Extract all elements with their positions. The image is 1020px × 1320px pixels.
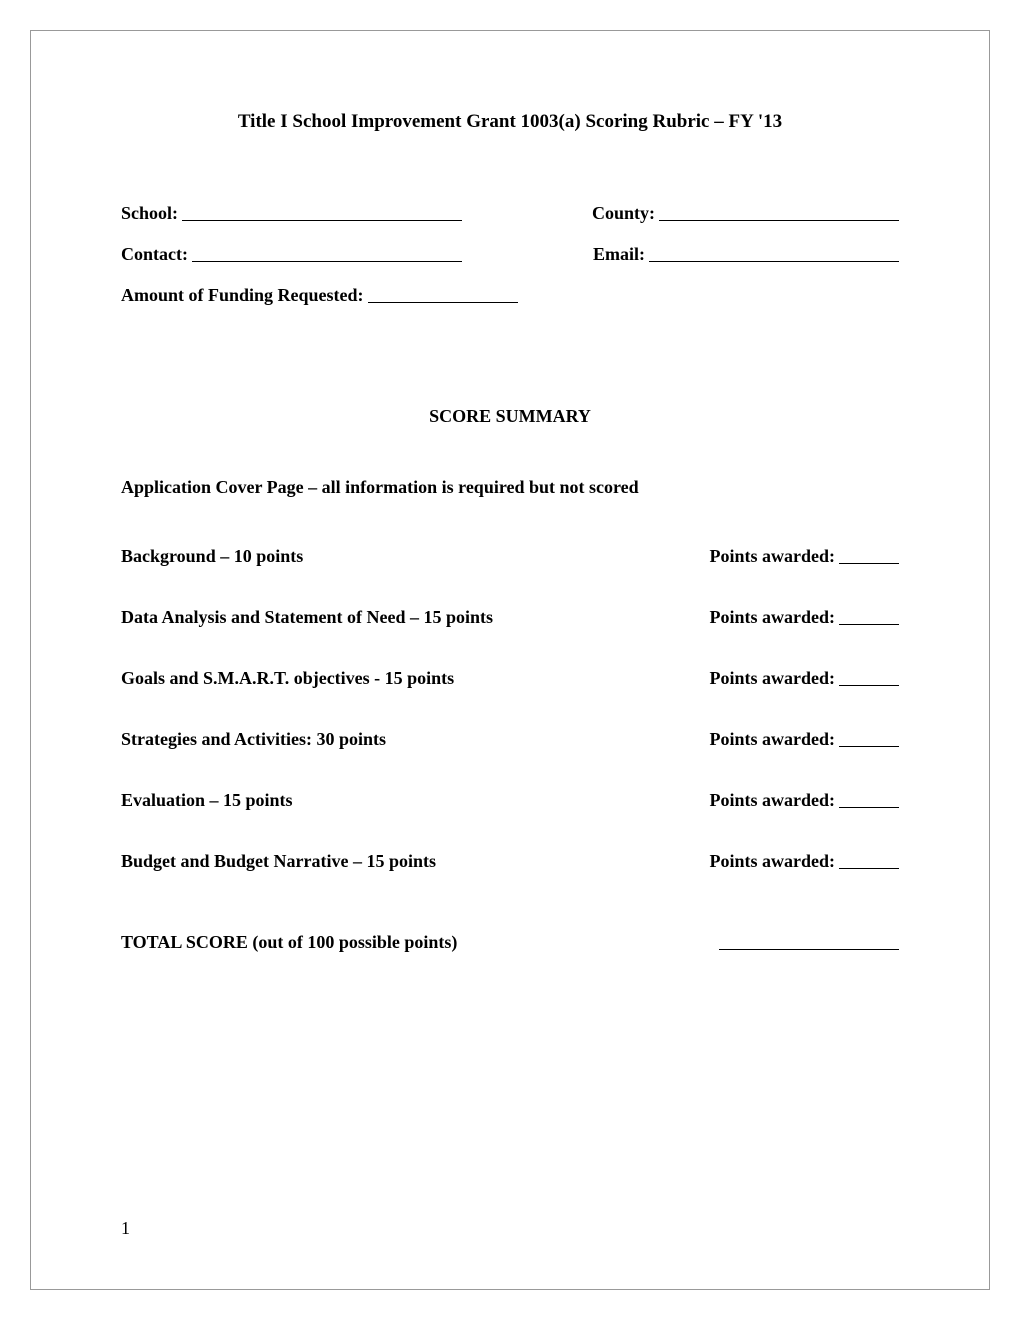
email-field: Email: (593, 244, 899, 265)
score-row: Data Analysis and Statement of Need – 15… (121, 607, 899, 628)
form-row-3: Amount of Funding Requested: (121, 285, 899, 306)
contact-blank[interactable] (192, 261, 462, 262)
points-blank[interactable] (839, 807, 899, 808)
school-blank[interactable] (182, 220, 462, 221)
score-item-label: Strategies and Activities: 30 points (121, 729, 710, 750)
points-awarded-label: Points awarded: (710, 546, 836, 567)
points-awarded-field: Points awarded: (710, 546, 900, 567)
score-item-label: Background – 10 points (121, 546, 710, 567)
score-row: Background – 10 points Points awarded: (121, 546, 899, 567)
funding-label: Amount of Funding Requested: (121, 285, 364, 306)
points-blank[interactable] (839, 868, 899, 869)
points-blank[interactable] (839, 624, 899, 625)
points-blank[interactable] (839, 563, 899, 564)
points-blank[interactable] (839, 685, 899, 686)
contact-field: Contact: (121, 244, 462, 265)
school-label: School: (121, 203, 178, 224)
total-score-row: TOTAL SCORE (out of 100 possible points) (121, 932, 899, 953)
points-awarded-label: Points awarded: (710, 607, 836, 628)
total-blank[interactable] (719, 949, 899, 950)
form-row-1: School: County: (121, 203, 899, 224)
score-item-label: Evaluation – 15 points (121, 790, 710, 811)
points-awarded-label: Points awarded: (710, 790, 836, 811)
points-awarded-label: Points awarded: (710, 851, 836, 872)
page-number: 1 (121, 1218, 130, 1239)
county-field: County: (592, 203, 899, 224)
county-label: County: (592, 203, 655, 224)
score-item-label: Data Analysis and Statement of Need – 15… (121, 607, 710, 628)
email-label: Email: (593, 244, 645, 265)
points-awarded-field: Points awarded: (710, 851, 900, 872)
total-score-label: TOTAL SCORE (out of 100 possible points) (121, 932, 457, 953)
score-row: Budget and Budget Narrative – 15 points … (121, 851, 899, 872)
points-awarded-field: Points awarded: (710, 790, 900, 811)
points-blank[interactable] (839, 746, 899, 747)
form-row-2: Contact: Email: (121, 244, 899, 265)
funding-field: Amount of Funding Requested: (121, 285, 518, 306)
score-row: Goals and S.M.A.R.T. objectives - 15 poi… (121, 668, 899, 689)
points-awarded-label: Points awarded: (710, 668, 836, 689)
points-awarded-field: Points awarded: (710, 668, 900, 689)
funding-blank[interactable] (368, 302, 518, 303)
contact-label: Contact: (121, 244, 188, 265)
school-field: School: (121, 203, 462, 224)
points-awarded-label: Points awarded: (710, 729, 836, 750)
page-title: Title I School Improvement Grant 1003(a)… (121, 111, 899, 133)
document-page: Title I School Improvement Grant 1003(a)… (30, 30, 990, 1290)
points-awarded-field: Points awarded: (710, 607, 900, 628)
email-blank[interactable] (649, 261, 899, 262)
county-blank[interactable] (659, 220, 899, 221)
score-summary-heading: SCORE SUMMARY (121, 406, 899, 427)
points-awarded-field: Points awarded: (710, 729, 900, 750)
score-row: Strategies and Activities: 30 points Poi… (121, 729, 899, 750)
cover-page-note: Application Cover Page – all information… (121, 477, 899, 498)
score-item-label: Goals and S.M.A.R.T. objectives - 15 poi… (121, 668, 710, 689)
score-item-label: Budget and Budget Narrative – 15 points (121, 851, 710, 872)
score-row: Evaluation – 15 points Points awarded: (121, 790, 899, 811)
